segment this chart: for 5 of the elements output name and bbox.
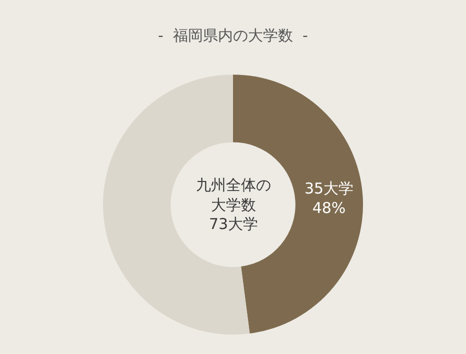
text: 73大学 [209,215,258,233]
text: 九州全体の [196,176,271,194]
text: 大学数 [211,196,256,214]
data-label: 35大学 48% [304,180,354,218]
chart-title: - 福岡県内の大学数 - [158,26,308,45]
